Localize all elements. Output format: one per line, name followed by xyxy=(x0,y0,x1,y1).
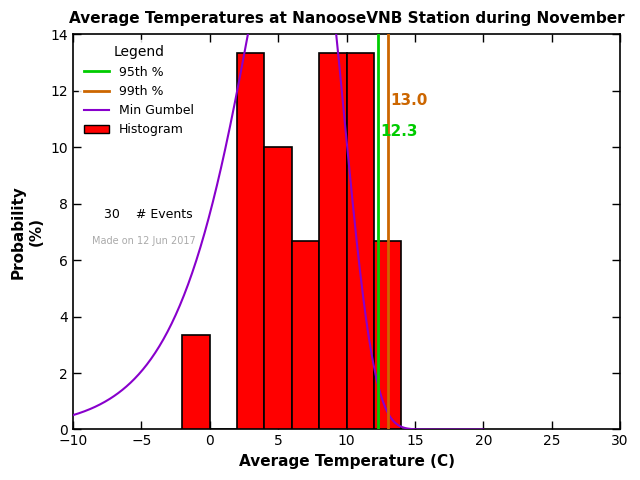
Title: Average Temperatures at NanooseVNB Station during November: Average Temperatures at NanooseVNB Stati… xyxy=(68,11,625,26)
Bar xyxy=(182,336,210,430)
Bar xyxy=(374,241,401,430)
Bar xyxy=(264,147,292,430)
Bar xyxy=(346,53,374,430)
X-axis label: Average Temperature (C): Average Temperature (C) xyxy=(239,454,454,469)
Legend: 95th %, 99th %, Min Gumbel, Histogram: 95th %, 99th %, Min Gumbel, Histogram xyxy=(79,40,199,142)
Bar xyxy=(292,241,319,430)
Text: 30    # Events: 30 # Events xyxy=(92,208,193,221)
Bar xyxy=(237,53,264,430)
Bar xyxy=(319,53,346,430)
Y-axis label: Probability
(%): Probability (%) xyxy=(11,185,44,279)
Text: 12.3: 12.3 xyxy=(381,124,419,139)
Text: 13.0: 13.0 xyxy=(390,93,428,108)
Text: Made on 12 Jun 2017: Made on 12 Jun 2017 xyxy=(92,236,196,246)
